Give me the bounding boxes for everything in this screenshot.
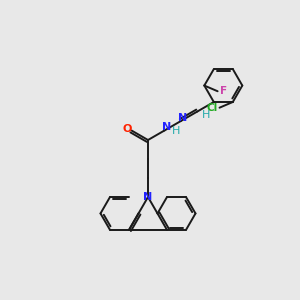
Text: O: O [123, 124, 132, 134]
Text: F: F [220, 86, 227, 96]
Text: N: N [162, 122, 171, 133]
Text: H: H [202, 110, 211, 119]
Text: H: H [172, 127, 181, 136]
Text: Cl: Cl [207, 103, 218, 113]
Text: N: N [143, 192, 153, 202]
Text: N: N [178, 113, 188, 123]
